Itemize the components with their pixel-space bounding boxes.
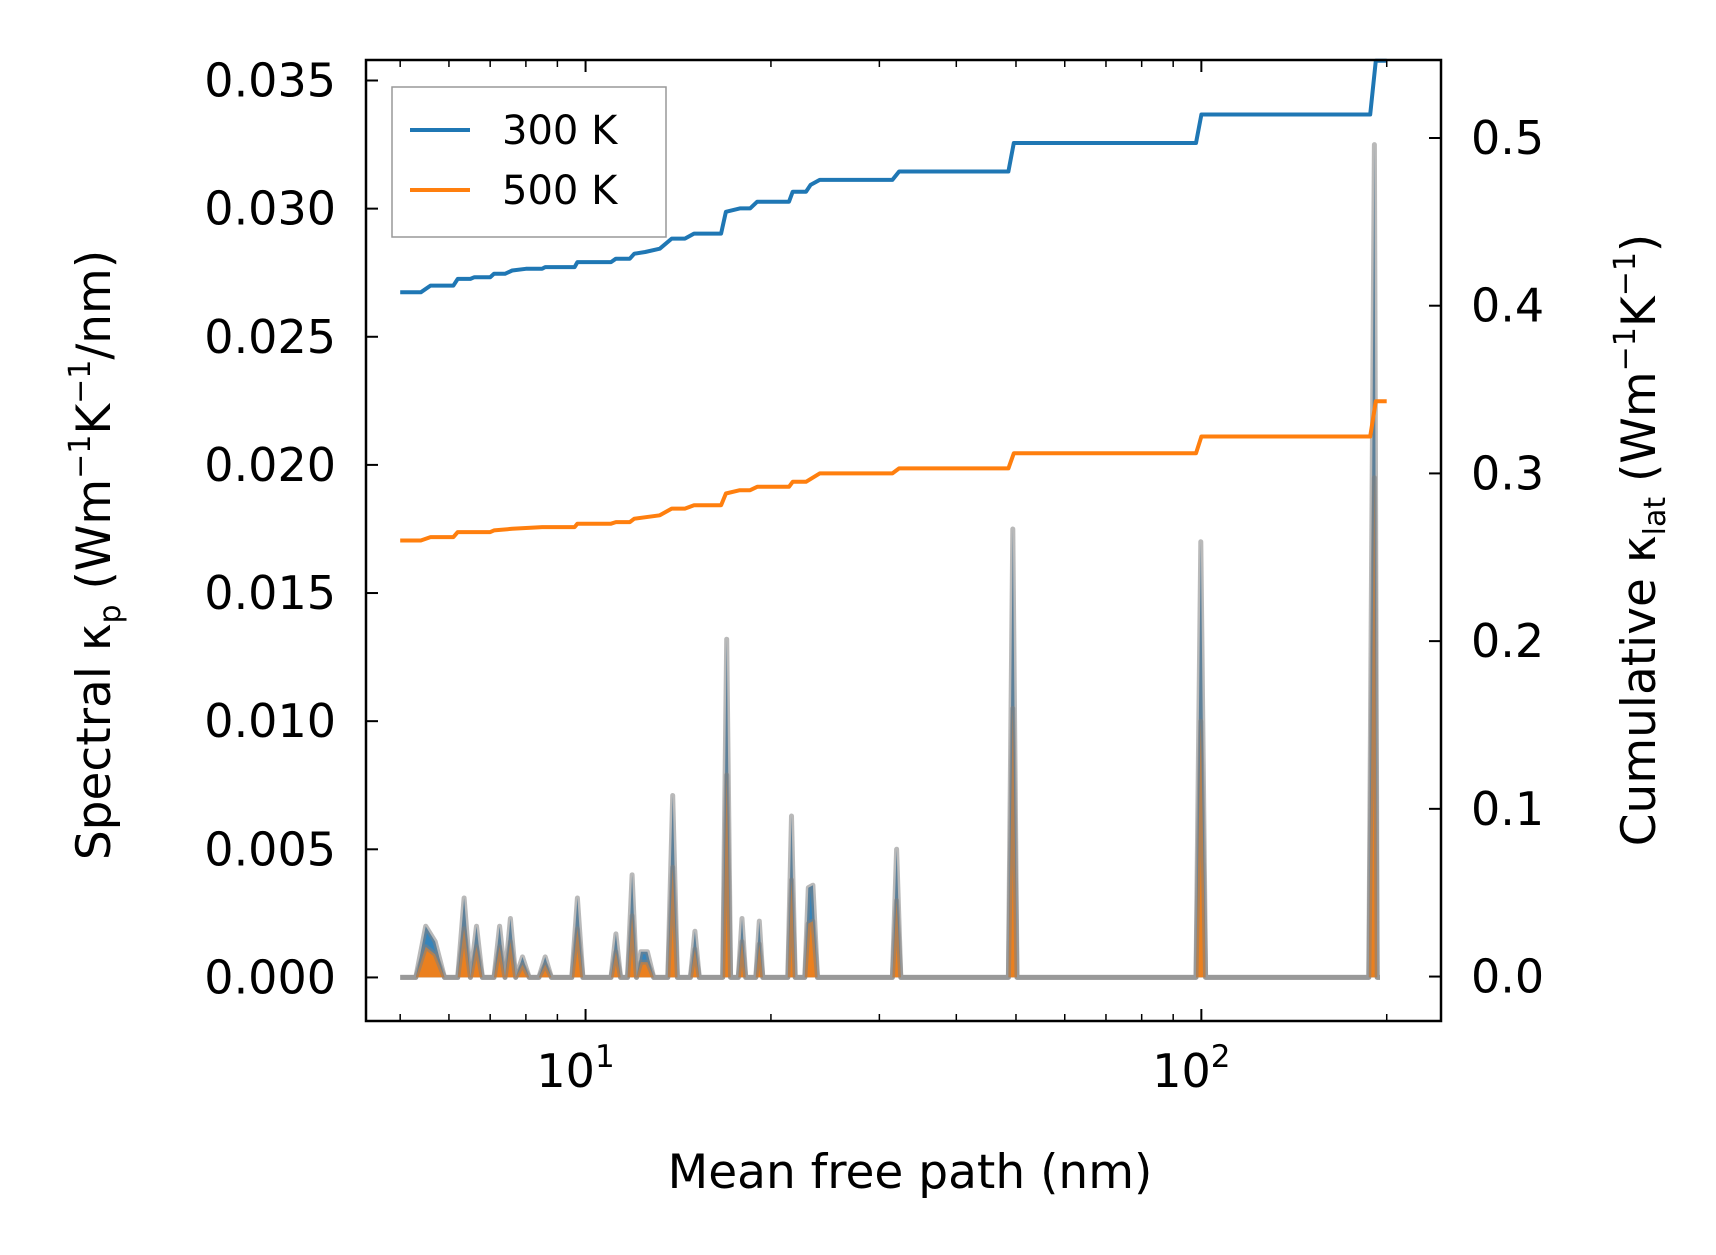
y-left-tick-label: 0.010	[204, 694, 336, 748]
legend-label-300k: 300 K	[502, 108, 619, 154]
spectral-line-500k	[400, 475, 1380, 980]
y-left-tick-label: 0.030	[204, 182, 336, 236]
cumulative-line-500k	[400, 399, 1387, 543]
legend-frame	[391, 86, 667, 238]
y-right-tick-label: 0.2	[1471, 614, 1544, 668]
plot-frame	[364, 58, 1443, 1023]
spectral-line-300k	[400, 142, 1380, 980]
y-axis-title-left: Spectral κp (Wm−1K−1/nm)	[63, 250, 128, 860]
cumulative-line-300k	[400, 58, 1387, 295]
legend: 300 K 500 K	[391, 86, 667, 238]
y-right-tick-label: 0.5	[1471, 111, 1544, 165]
y-right-tick-label: 0.3	[1471, 446, 1544, 500]
legend-label-500k: 500 K	[502, 168, 619, 214]
y-left-tick-label: 0.035	[204, 54, 336, 108]
y-right-tick-label: 0.0	[1471, 950, 1544, 1004]
y-left-tick-label: 0.005	[204, 822, 336, 876]
x-axis-title: Mean free path (nm)	[668, 1145, 1153, 1200]
axis-layer: 0.000 0.005 0.010 0.015 0.020 0.025 0.030 0.035…	[204, 54, 1544, 1098]
data-layer	[400, 58, 1387, 980]
y-left-tick-label: 0.025	[204, 310, 336, 364]
y-left-tick-label: 0.000	[204, 950, 336, 1004]
x-tick-label: 101	[536, 1039, 614, 1098]
y-left-tick-label: 0.015	[204, 566, 336, 620]
y-left-tick-label: 0.020	[204, 438, 336, 492]
y-right-tick-label: 0.1	[1471, 782, 1544, 836]
y-right-tick-label: 0.4	[1471, 279, 1544, 333]
y-axis-title-right: Cumulative κlat (Wm−1K−1)	[1608, 234, 1673, 847]
x-tick-label: 102	[1152, 1039, 1230, 1098]
